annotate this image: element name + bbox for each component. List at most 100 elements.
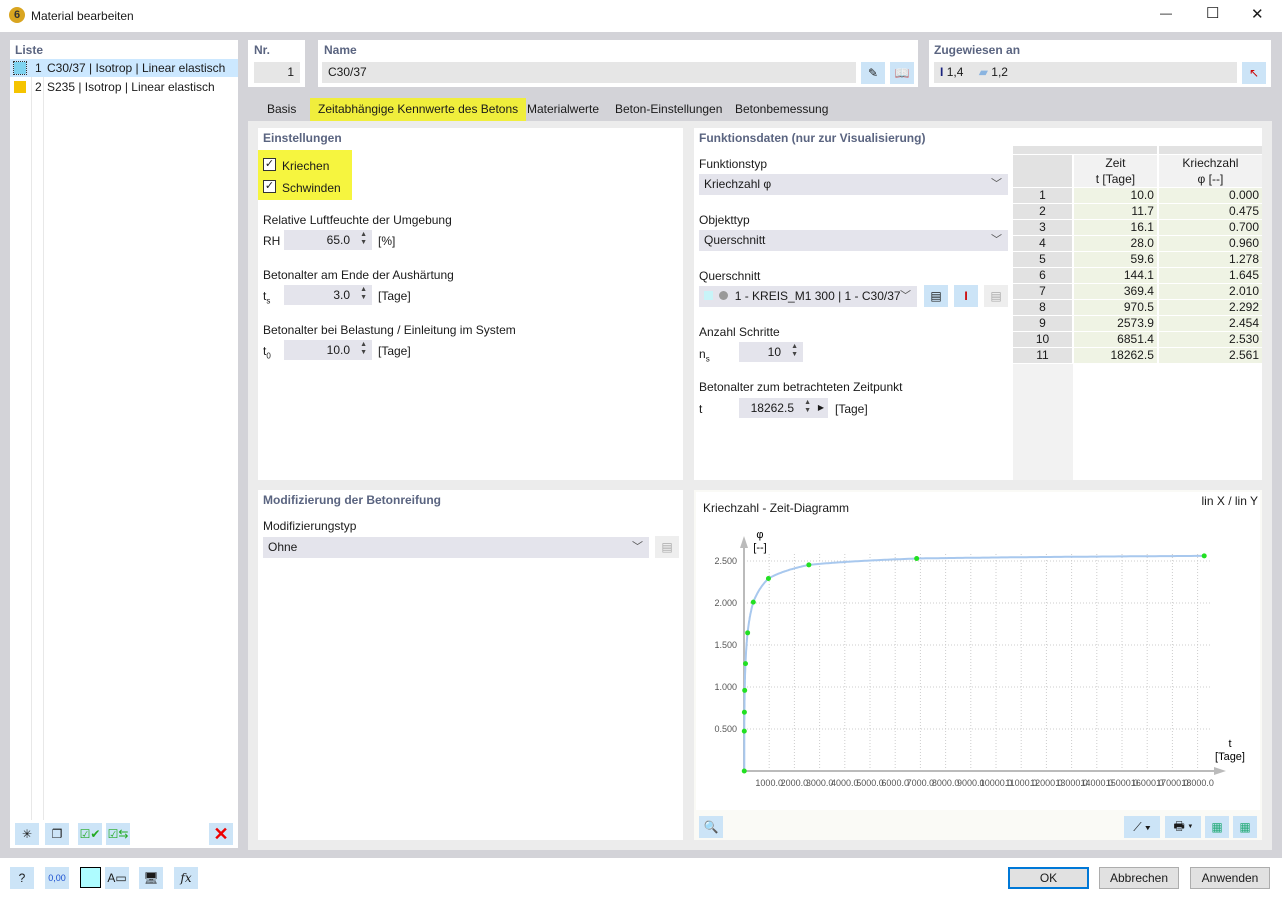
tab-beton-einstellungen[interactable]: Beton-Einstellungen <box>615 102 723 116</box>
assigned-panel: Zugewiesen an I 1,4 ▰ 1,2 ↖ <box>929 40 1271 87</box>
list-item[interactable]: 2 S235 | Isotrop | Linear elastisch <box>10 78 238 96</box>
table-row[interactable]: 9 2573.9 2.454 <box>1013 315 1262 332</box>
tab-materialwerte[interactable]: Materialwerte <box>527 102 600 116</box>
spin-arrows-icon[interactable]: ▲ ▼ <box>360 286 367 301</box>
creep-checkbox[interactable]: ✓ <box>263 158 276 171</box>
pick-cursor-icon[interactable]: ↖ <box>1242 62 1266 84</box>
table-row[interactable]: 5 59.6 1.278 <box>1013 251 1262 268</box>
modification-edit-icon[interactable]: ▤ <box>655 536 679 558</box>
import-excel-icon[interactable]: ▦ <box>1233 816 1257 838</box>
age-unit: [Tage] <box>835 402 868 416</box>
table-row[interactable]: 10 6851.4 2.530 <box>1013 331 1262 348</box>
copy-material-button[interactable]: ❐ <box>45 823 69 845</box>
tab-zeitabhaengige-kennwerte[interactable]: Zeitabhängige Kennwerte des Betons <box>310 98 527 121</box>
print-icon[interactable]: 🖶 ▾ <box>1165 816 1201 838</box>
ts-input[interactable]: 3.0 ▲ ▼ <box>284 285 372 305</box>
y-tick-label: 1.500 <box>714 640 737 650</box>
creep-cell: 0.960 <box>1157 235 1262 252</box>
table-row[interactable]: 8 970.5 2.292 <box>1013 299 1262 316</box>
list-item[interactable]: 1 C30/37 | Isotrop | Linear elastisch <box>10 59 238 77</box>
spin-arrows-icon[interactable]: ▲ ▼ <box>360 231 367 246</box>
export-excel-icon[interactable]: ▦ <box>1205 816 1229 838</box>
library-icon[interactable]: 📖 <box>890 62 914 84</box>
table-row[interactable]: 1 10.0 0.000 <box>1013 187 1262 204</box>
maximize-button[interactable]: ☐ <box>1206 5 1220 22</box>
shrinkage-checkbox[interactable]: ✓ <box>263 180 276 193</box>
object-type-label: Objekttyp <box>699 213 750 227</box>
check-all-button[interactable]: ☑✔ <box>78 823 102 845</box>
data-point <box>806 562 812 568</box>
spin-arrows-icon[interactable]: ▲ ▼ <box>360 341 367 356</box>
x-tick-label: 1000.0 <box>755 778 783 788</box>
data-point <box>765 575 771 581</box>
list-item-label: C30/37 | Isotrop | Linear elastisch <box>47 61 226 75</box>
units-icon[interactable]: 0,00 <box>45 867 69 889</box>
table-row[interactable]: 11 18262.5 2.561 <box>1013 347 1262 364</box>
apply-button[interactable]: Anwenden <box>1190 867 1270 889</box>
t0-title: Betonalter bei Belastung / Einleitung im… <box>263 323 516 337</box>
object-type-select[interactable]: Querschnitt ﹀ <box>699 230 1008 251</box>
table-row[interactable]: 2 11.7 0.475 <box>1013 203 1262 220</box>
cross-section-select[interactable]: 1 - KREIS_M1 300 | 1 - C30/37 ﹀ <box>699 286 917 307</box>
toggle-check-button[interactable]: ☑⇆ <box>106 823 130 845</box>
series-line <box>743 554 1205 771</box>
row-number: 5 <box>1013 251 1074 268</box>
creep-cell: 0.000 <box>1157 187 1262 204</box>
ts-symbol: ts <box>263 289 271 306</box>
view-icon[interactable]: 🖥 <box>139 867 163 889</box>
minimize-button[interactable]: — <box>1160 6 1172 20</box>
section-table-icon[interactable]: ▤ <box>924 285 948 307</box>
name-input[interactable]: C30/37 <box>322 62 856 83</box>
x-tick-label: 9000.0 <box>957 778 985 788</box>
t0-input[interactable]: 10.0 ▲ ▼ <box>284 340 372 360</box>
ok-button[interactable]: OK <box>1008 867 1089 889</box>
tab-betonbemessung[interactable]: Betonbemessung <box>735 102 829 116</box>
table-row[interactable]: 6 144.1 1.645 <box>1013 267 1262 284</box>
delete-icon[interactable]: ✕ <box>209 823 233 845</box>
creep-cell: 1.278 <box>1157 251 1262 268</box>
data-point <box>741 709 747 715</box>
close-button[interactable]: ✕ <box>1251 6 1264 23</box>
x-tick-label: 11000.0 <box>1005 778 1037 788</box>
table-row[interactable]: 7 369.4 2.010 <box>1013 283 1262 300</box>
modification-type-select[interactable]: Ohne ﹀ <box>263 537 649 558</box>
help-icon[interactable]: ? <box>10 867 34 889</box>
color-swatch-button[interactable] <box>80 867 101 888</box>
zoom-icon[interactable]: 🔍 <box>699 816 723 838</box>
nr-field: 1 <box>254 62 300 83</box>
data-point <box>741 768 747 774</box>
steps-input[interactable]: 10 ▲ ▼ <box>739 342 803 362</box>
section-info-icon[interactable]: I <box>954 285 978 307</box>
play-icon[interactable]: ▶ <box>817 403 824 412</box>
time-cell: 59.6 <box>1073 251 1159 268</box>
table-row[interactable]: 3 16.1 0.700 <box>1013 219 1262 236</box>
cancel-button[interactable]: Abbrechen <box>1099 867 1179 889</box>
new-material-button[interactable]: ✳ <box>15 823 39 845</box>
spin-arrows-icon[interactable]: ▲ ▼ <box>804 399 811 414</box>
assigned-field[interactable]: I 1,4 ▰ 1,2 <box>934 62 1237 83</box>
function-type-select[interactable]: Kriechzahl φ ﹀ <box>699 174 1008 195</box>
ts-unit: [Tage] <box>378 289 411 303</box>
section-edit-icon[interactable]: ▤ <box>984 285 1008 307</box>
member-icon: I <box>940 65 944 79</box>
formula-icon[interactable]: fx <box>174 867 198 889</box>
spin-arrows-icon[interactable]: ▲ ▼ <box>791 343 798 358</box>
function-type-label: Funktionstyp <box>699 157 768 171</box>
y-axis-arrow <box>740 536 748 548</box>
modification-type-label: Modifizierungstyp <box>263 519 357 533</box>
data-point <box>743 661 749 667</box>
display-properties-icon[interactable]: A▭ <box>105 867 129 889</box>
axis-settings-icon[interactable]: ⟋ ▾ <box>1124 816 1160 838</box>
x-tick-label: 2000.0 <box>781 778 809 788</box>
rh-input[interactable]: 65.0 ▲ ▼ <box>284 230 372 250</box>
tab-basis[interactable]: Basis <box>267 102 297 116</box>
shrinkage-label: Schwinden <box>282 181 341 195</box>
chevron-down-icon: ﹀ <box>991 234 1002 246</box>
circle-icon <box>719 291 729 300</box>
edit-name-icon[interactable]: ✎ <box>861 62 885 84</box>
table-row[interactable]: 4 28.0 0.960 <box>1013 235 1262 252</box>
modification-header: Modifizierung der Betonreifung <box>263 493 441 507</box>
age-input[interactable]: 18262.5 ▲ ▼ ▶ <box>739 398 828 418</box>
time-cell: 369.4 <box>1073 283 1159 300</box>
column-header-creep: Kriechzahl φ [--] <box>1157 154 1262 188</box>
